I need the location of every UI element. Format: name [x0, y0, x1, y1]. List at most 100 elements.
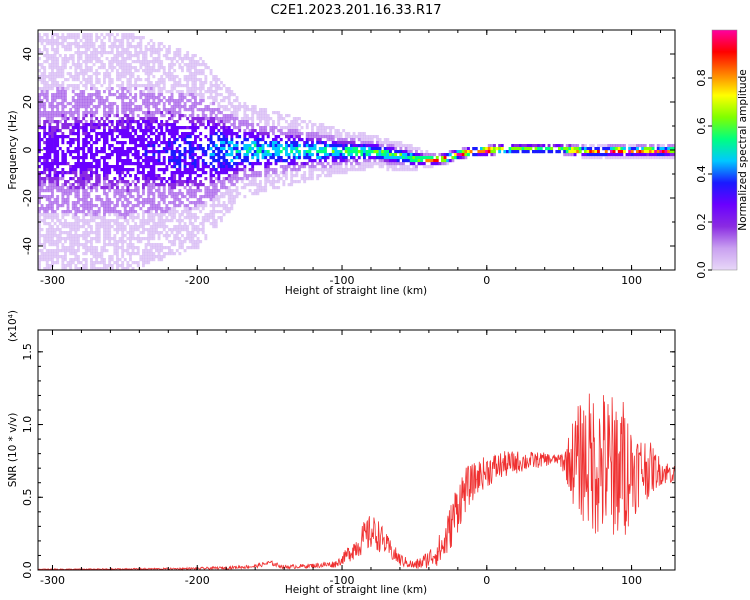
spectrogram-cell: [61, 96, 65, 100]
spectrogram-cell: [318, 123, 322, 127]
spectrogram-cell: [311, 171, 314, 175]
spectrogram-cell: [64, 222, 67, 226]
spectrogram-cell: [459, 150, 463, 154]
spectrogram-cell: [303, 174, 307, 178]
spectrogram-cell: [43, 216, 47, 220]
spectrogram-cell: [79, 204, 83, 208]
spectrogram-cell: [558, 150, 561, 154]
spectrogram-cell: [66, 171, 70, 175]
spectrogram-cell: [110, 63, 114, 67]
spectrogram-cell: [95, 69, 99, 73]
spectrogram-cell: [139, 222, 143, 226]
spectrogram-cell: [142, 204, 145, 208]
spectrogram-cell: [95, 210, 99, 214]
spectrogram-cell: [126, 237, 130, 241]
y-tick-label: 40: [21, 47, 34, 61]
spectrogram-cell: [290, 147, 294, 151]
spectrogram-cell: [269, 183, 273, 187]
spectrogram-cell: [105, 225, 109, 229]
spectrogram-cell: [186, 135, 190, 139]
spectrogram-cell: [191, 228, 195, 232]
spectrogram-cell: [48, 201, 52, 205]
spectrogram-cell: [82, 153, 86, 157]
spectrogram-cell: [149, 156, 153, 160]
spectrogram-cell: [53, 201, 57, 205]
spectrogram-cell: [90, 114, 93, 118]
spectrogram-cell: [409, 168, 413, 172]
spectrogram-cell: [116, 78, 119, 82]
spectrogram-cell: [38, 114, 41, 118]
spectrogram-cell: [178, 222, 182, 226]
spectrogram-cell: [240, 180, 244, 184]
spectrogram-cell: [97, 36, 101, 40]
spectrogram-cell: [389, 153, 392, 157]
spectrogram-cell: [51, 252, 54, 256]
spectrogram-cell: [178, 96, 182, 100]
spectrogram-cell: [378, 141, 382, 145]
spectrogram-cell: [194, 234, 197, 238]
spectrogram-cell: [113, 57, 117, 61]
spectrogram-cell: [110, 42, 114, 46]
spectrogram-cell: [168, 141, 171, 145]
spectrogram-cell: [155, 162, 158, 166]
spectrogram-cell: [118, 45, 122, 49]
spectrogram-cell: [100, 54, 104, 58]
spectrogram-cell: [201, 159, 205, 163]
spectrogram-cell: [225, 168, 229, 172]
spectrogram-cell: [552, 144, 556, 148]
spectrogram-cell: [188, 186, 192, 190]
spectrogram-cell: [129, 87, 132, 91]
spectrogram-cell: [71, 42, 75, 46]
spectrogram-cell: [201, 216, 205, 220]
spectrogram-cell: [441, 162, 444, 166]
spectrogram-cell: [38, 228, 41, 232]
spectrogram-cell: [181, 240, 184, 244]
spectrogram-cell: [230, 117, 234, 121]
spectrogram-cell: [404, 147, 408, 151]
spectrogram-cell: [116, 210, 119, 214]
spectrogram-cell: [126, 102, 130, 106]
spectrogram-cell: [212, 144, 216, 148]
spectrogram-cell: [77, 210, 80, 214]
spectrogram-cell: [321, 171, 325, 175]
spectrogram-cell: [204, 204, 208, 208]
spectrogram-cell: [48, 144, 52, 148]
spectrogram-cell: [64, 264, 67, 268]
spectrogram-cell: [118, 264, 122, 268]
spectrogram-cell: [43, 171, 47, 175]
spectrogram-cell: [386, 147, 390, 151]
spectrogram-cell: [134, 177, 138, 181]
spectrogram-cell: [56, 180, 60, 184]
spectrogram-cell: [152, 63, 156, 67]
spectrogram-cell: [56, 63, 60, 67]
spectrogram-cell: [165, 54, 169, 58]
spectrogram-cell: [183, 207, 187, 211]
spectrogram-cell: [373, 150, 377, 154]
spectrogram-cell: [209, 120, 213, 124]
spectrogram-cell: [394, 141, 398, 145]
spectrogram-cell: [43, 69, 47, 73]
spectrogram-cell: [84, 189, 88, 193]
spectrogram-cell: [157, 111, 161, 115]
spectrogram-cell: [204, 114, 208, 118]
spectrogram-cell: [266, 165, 270, 169]
spectrogram-cell: [58, 102, 62, 106]
spectrogram-cell: [511, 150, 515, 154]
spectrogram-cell: [344, 171, 348, 175]
spectrogram-cell: [350, 153, 353, 157]
spectrogram-cell: [48, 63, 52, 67]
spectrogram-cell: [87, 210, 91, 214]
spectrogram-cell: [347, 135, 351, 139]
spectrogram-cell: [628, 144, 632, 148]
spectrogram-cell: [51, 150, 54, 154]
spectrogram-cell: [378, 150, 382, 154]
spectrogram-cell: [183, 78, 187, 82]
spectrogram-cell: [82, 93, 86, 97]
spectrogram-cell: [170, 117, 174, 121]
spectrogram-cell: [144, 114, 148, 118]
spectrogram-cell: [188, 162, 192, 166]
spectrogram-cell: [404, 168, 408, 172]
spectrogram-cell: [121, 42, 125, 46]
spectrogram-cell: [108, 264, 112, 268]
spectrogram-cell: [274, 186, 278, 190]
